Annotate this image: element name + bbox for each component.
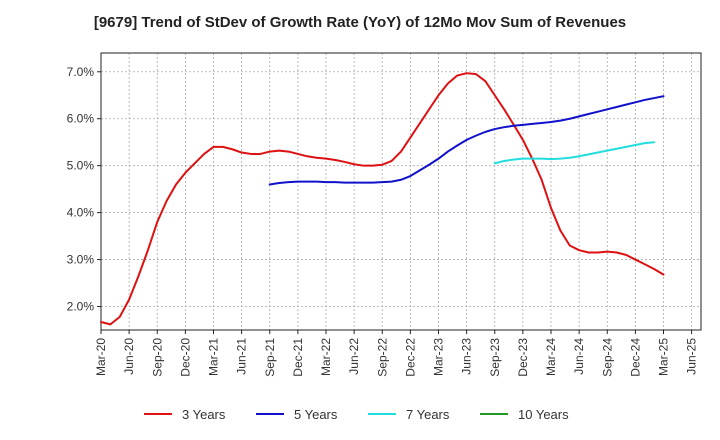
series-line-3-years [100, 72, 665, 326]
x-tick-label: Dec-22 [403, 338, 417, 377]
legend-item-7-years: 7 Years [368, 407, 450, 422]
x-tick-label: Mar-23 [432, 338, 446, 376]
legend-item-5-years: 5 Years [256, 407, 338, 422]
x-tick-label: Dec-21 [291, 338, 305, 377]
x-axis: Mar-20 Jun-20 Sep-20 Dec-20 Mar-21 Jun-21 Sep-… [94, 330, 699, 377]
x-tick-label: Jun-24 [572, 338, 586, 375]
y-axis: 2.0% 3.0% 4.0% 5.0% 6.0% 7.0% [67, 65, 101, 314]
x-tick-label: Dec-24 [628, 338, 642, 377]
x-tick-label: Jun-23 [460, 338, 474, 375]
legend-label-5-years: 5 Years [294, 407, 338, 422]
y-tick-label: 3.0% [67, 253, 95, 267]
grid [101, 53, 701, 330]
x-tick-label: Dec-23 [516, 338, 530, 377]
plot-area [100, 52, 702, 331]
x-tick-label: Dec-20 [178, 338, 192, 377]
x-tick-label: Sep-23 [488, 338, 502, 377]
legend-item-3-years: 3 Years [144, 407, 226, 422]
y-tick-label: 5.0% [67, 159, 95, 173]
x-tick-label: Jun-25 [685, 338, 699, 375]
x-tick-label: Mar-24 [544, 338, 558, 376]
series-group [100, 72, 665, 326]
x-tick-label: Mar-22 [319, 338, 333, 376]
series-line-5-years [268, 95, 665, 186]
legend-item-10-years: 10 Years [480, 407, 569, 422]
x-tick-label: Mar-21 [207, 338, 221, 376]
y-tick-label: 2.0% [67, 300, 95, 314]
series-line-7-years [493, 141, 656, 165]
y-tick-label: 4.0% [67, 206, 95, 220]
x-tick-label: Sep-21 [263, 338, 277, 377]
chart-title: [9679] Trend of StDev of Growth Rate (Yo… [93, 14, 627, 31]
legend-label-7-years: 7 Years [406, 407, 450, 422]
x-tick-label: Jun-22 [347, 338, 361, 375]
x-tick-label: Sep-22 [375, 338, 389, 377]
x-tick-label: Jun-20 [122, 338, 136, 375]
y-tick-label: 6.0% [67, 112, 95, 126]
x-tick-label: Sep-20 [150, 338, 164, 377]
y-tick-label: 7.0% [67, 65, 95, 79]
legend: 3 Years 5 Years 7 Years 10 Years [144, 407, 569, 422]
legend-label-10-years: 10 Years [518, 407, 569, 422]
x-tick-label: Mar-20 [94, 338, 108, 376]
x-tick-label: Sep-24 [600, 338, 614, 377]
x-tick-label: Jun-21 [235, 338, 249, 375]
legend-label-3-years: 3 Years [182, 407, 226, 422]
x-tick-label: Mar-25 [657, 338, 671, 376]
